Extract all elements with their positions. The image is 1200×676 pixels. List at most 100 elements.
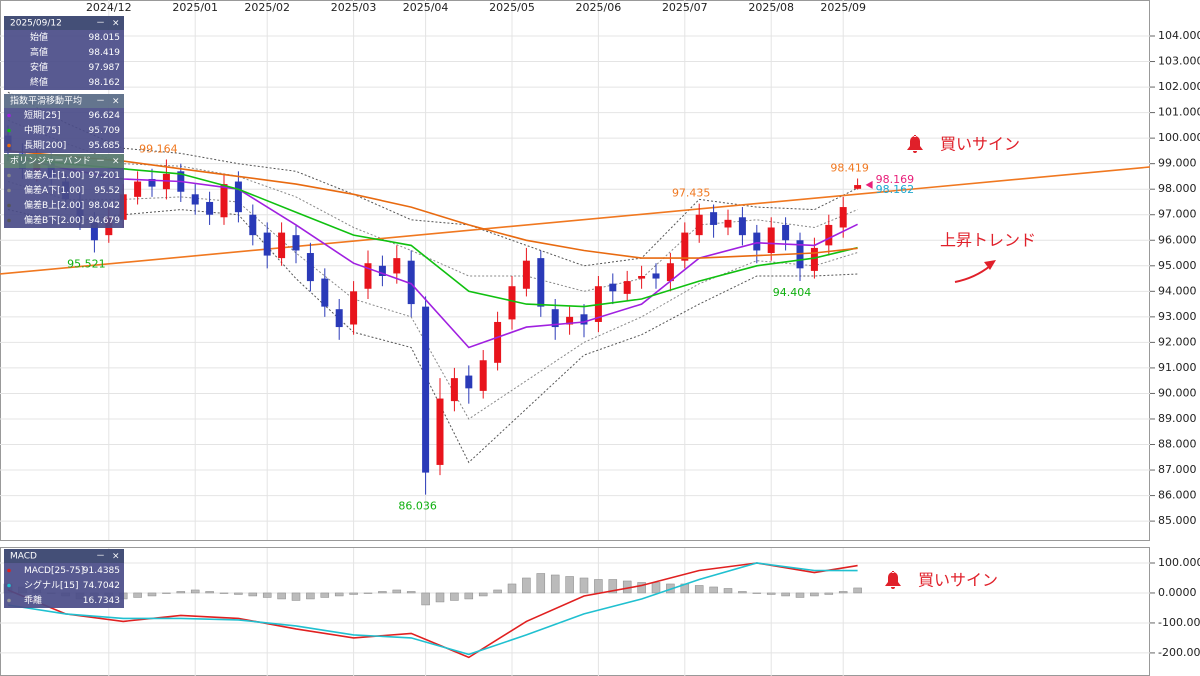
- legend-dot: [7, 173, 11, 178]
- extreme-label: 97.435: [672, 187, 711, 200]
- legend-dot: [7, 598, 11, 603]
- panel-close[interactable]: ×: [112, 552, 120, 562]
- panel-row: [4, 108, 124, 123]
- histogram-bar: [234, 592, 243, 595]
- last-price-label: 98.162: [876, 183, 915, 196]
- candle-body: [508, 286, 516, 320]
- panel-minimize[interactable]: －: [96, 157, 105, 167]
- legend-dot: [7, 143, 11, 148]
- extreme-label: 95.521: [67, 257, 106, 270]
- histogram-bar: [608, 579, 618, 594]
- panel-header: [4, 154, 124, 168]
- y-tick-label: 92.000: [1158, 335, 1197, 348]
- candle-body: [566, 316, 574, 325]
- legend-value: 96.624: [89, 111, 121, 121]
- legend-dot: [7, 128, 11, 133]
- candle-body: [710, 212, 718, 225]
- candle-body: [450, 378, 458, 402]
- candle-body: [537, 258, 545, 307]
- legend-dot: [7, 113, 11, 118]
- histogram-bar: [464, 592, 474, 600]
- panel-minimize[interactable]: －: [96, 19, 105, 29]
- panel-row: [4, 45, 124, 60]
- legend-value: 91.4385: [83, 566, 120, 576]
- histogram-bar: [522, 577, 531, 594]
- histogram-bar: [219, 592, 229, 594]
- candle-body: [364, 263, 372, 289]
- x-tick-label: 2025/01: [172, 1, 218, 14]
- ma-line: [7, 150, 858, 259]
- candle-body: [436, 398, 444, 465]
- candle-body: [753, 232, 761, 251]
- histogram-bar: [478, 592, 488, 597]
- histogram-bar: [565, 576, 574, 594]
- candle-body: [465, 375, 473, 389]
- candle-body: [249, 214, 257, 236]
- candle-body: [234, 181, 242, 213]
- histogram-bar: [838, 591, 848, 594]
- bell-icon: [885, 571, 901, 589]
- histogram-bar: [406, 591, 416, 594]
- panel-row: [4, 168, 124, 183]
- y-tick-label: 100.0000: [1158, 556, 1200, 569]
- extreme-label: 99.164: [139, 142, 178, 155]
- histogram-bar: [435, 592, 445, 603]
- histogram-bar: [795, 592, 805, 598]
- panel-row: [4, 123, 124, 138]
- x-tick-label: 2025/07: [662, 1, 708, 14]
- legend-name: 高値: [30, 46, 48, 58]
- panel-row: [4, 60, 124, 75]
- candle-body: [422, 306, 430, 473]
- candle-body: [810, 247, 818, 271]
- y-tick-label: 95.000: [1158, 259, 1197, 272]
- candle-body: [638, 276, 646, 279]
- candle-body: [623, 281, 631, 294]
- panel-minimize[interactable]: －: [96, 552, 105, 562]
- histogram-bar: [392, 589, 402, 594]
- panel-row: [4, 183, 124, 198]
- candle-body: [551, 309, 559, 328]
- x-tick-label: 2025/05: [489, 1, 535, 14]
- histogram-bar: [421, 592, 430, 606]
- candle-body: [90, 222, 98, 241]
- candle-body: [825, 224, 833, 246]
- candle-body: [278, 232, 286, 259]
- panel-row: [4, 30, 124, 45]
- y-tick-label: 87.000: [1158, 463, 1197, 476]
- extreme-label: 98.419: [830, 161, 869, 174]
- panel-row: [4, 198, 124, 213]
- candle-body: [292, 235, 300, 251]
- histogram-bar: [536, 573, 546, 594]
- panel-close[interactable]: ×: [112, 19, 120, 29]
- panel-row: [4, 578, 124, 593]
- legend-name: MACD[25-75]: [24, 566, 84, 576]
- candle-body: [220, 184, 228, 218]
- y-tick-label: 86.000: [1158, 489, 1197, 502]
- histogram-bar: [493, 589, 502, 594]
- histogram-bar: [550, 574, 560, 594]
- panel-minimize[interactable]: －: [96, 97, 105, 107]
- candle-body: [580, 314, 588, 325]
- legend-value: 74.7042: [83, 581, 120, 591]
- y-tick-label: -200.0000: [1158, 646, 1200, 659]
- panel-close[interactable]: ×: [112, 157, 120, 167]
- histogram-bar: [824, 592, 834, 595]
- legend-value: 94.679: [89, 216, 121, 226]
- histogram-bar: [738, 591, 747, 594]
- y-tick-label: 101.000: [1158, 106, 1200, 119]
- panel-title: MACD: [10, 552, 37, 562]
- panel-close[interactable]: ×: [112, 97, 120, 107]
- histogram-bar: [594, 579, 603, 594]
- histogram-bar: [637, 582, 646, 594]
- histogram-bar: [579, 577, 589, 594]
- panel-row: [4, 563, 124, 578]
- legend-name: 長期[200]: [24, 140, 66, 151]
- y-tick-label: 102.000: [1158, 80, 1200, 93]
- panel-header: [4, 94, 124, 108]
- x-tick-label: 2025/02: [244, 1, 290, 14]
- candle-body: [854, 185, 862, 189]
- histogram-bar: [363, 592, 373, 594]
- histogram-bar: [781, 592, 790, 597]
- histogram-bar: [277, 592, 286, 600]
- trend-line: [0, 166, 1151, 275]
